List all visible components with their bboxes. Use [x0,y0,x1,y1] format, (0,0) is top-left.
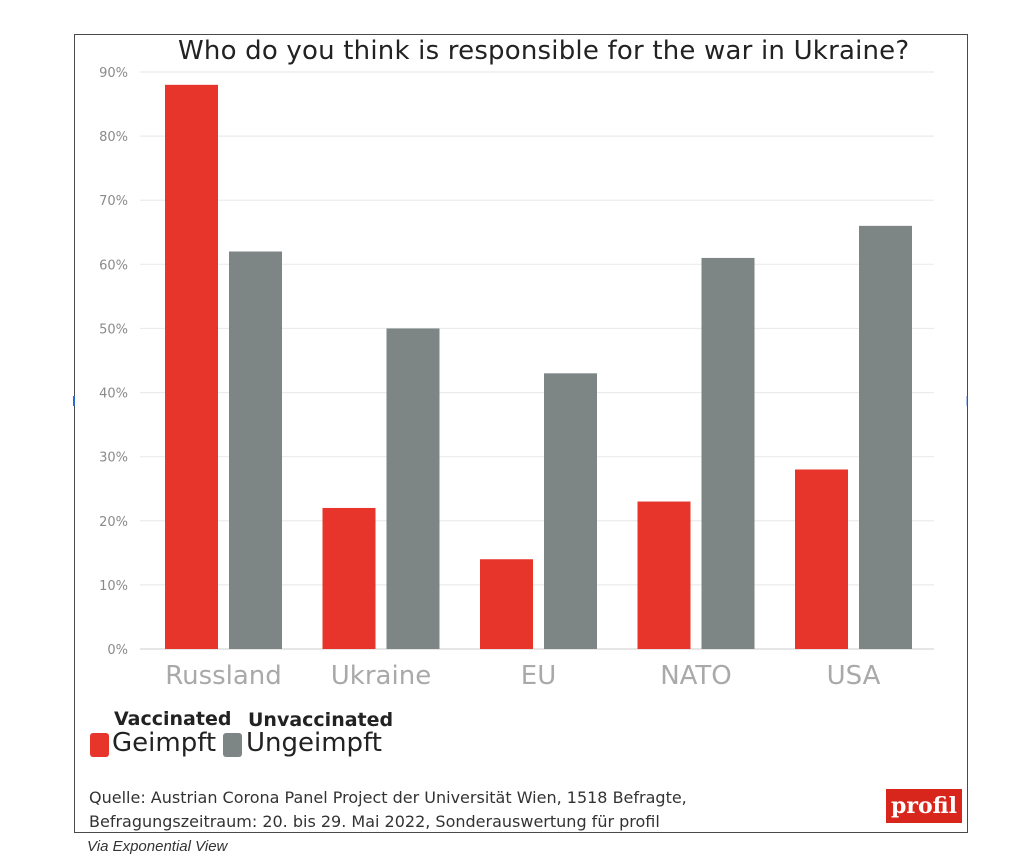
y-tick-label: 40% [99,387,128,402]
chart-title: Who do you think is responsible for the … [178,36,910,66]
legend-label-ungeimpft: Ungeimpft [246,728,382,758]
legend-label-geimpft: Geimpft [112,728,217,758]
source-line-1: Quelle: Austrian Corona Panel Project de… [89,788,687,807]
bar-russland-ungeimpft [229,251,282,649]
y-tick-label: 0% [107,643,128,658]
bar-ukraine-ungeimpft [386,328,440,649]
x-category-label: Russland [165,661,282,691]
y-tick-label: 50% [99,322,128,337]
bar-nato-ungeimpft [701,257,755,649]
x-category-label: EU [521,661,556,691]
legend-swatch-ungeimpft [223,733,242,757]
x-category-label: USA [827,661,881,691]
y-tick-label: 30% [99,451,128,466]
legend-label-vaccinated: Vaccinated [114,708,232,730]
image-caption: Via Exponential View [87,838,228,855]
profil-logo: profil [886,789,962,823]
bar-nato-geimpft [637,501,691,649]
legend-swatch-geimpft [90,733,109,757]
source-line-2: Befragungszeitraum: 20. bis 29. Mai 2022… [89,812,660,831]
bar-usa-ungeimpft [859,225,912,649]
bar-russland-geimpft [165,84,218,650]
left-edge-marker [73,396,75,406]
chart-frame [74,34,968,833]
bar-usa-geimpft [795,469,848,649]
y-tick-label: 90% [99,66,128,81]
x-category-label: Ukraine [331,661,431,691]
x-category-label: NATO [660,661,732,691]
bar-ukraine-geimpft [322,507,376,649]
y-tick-label: 10% [99,579,128,594]
y-tick-label: 60% [99,258,128,273]
y-tick-label: 20% [99,515,128,530]
y-tick-label: 80% [99,130,128,145]
right-edge-marker [966,396,968,406]
y-tick-label: 70% [99,194,128,209]
bar-eu-geimpft [480,559,533,649]
bar-eu-ungeimpft [544,373,597,649]
legend-label-unvaccinated: Unvaccinated [248,709,394,731]
